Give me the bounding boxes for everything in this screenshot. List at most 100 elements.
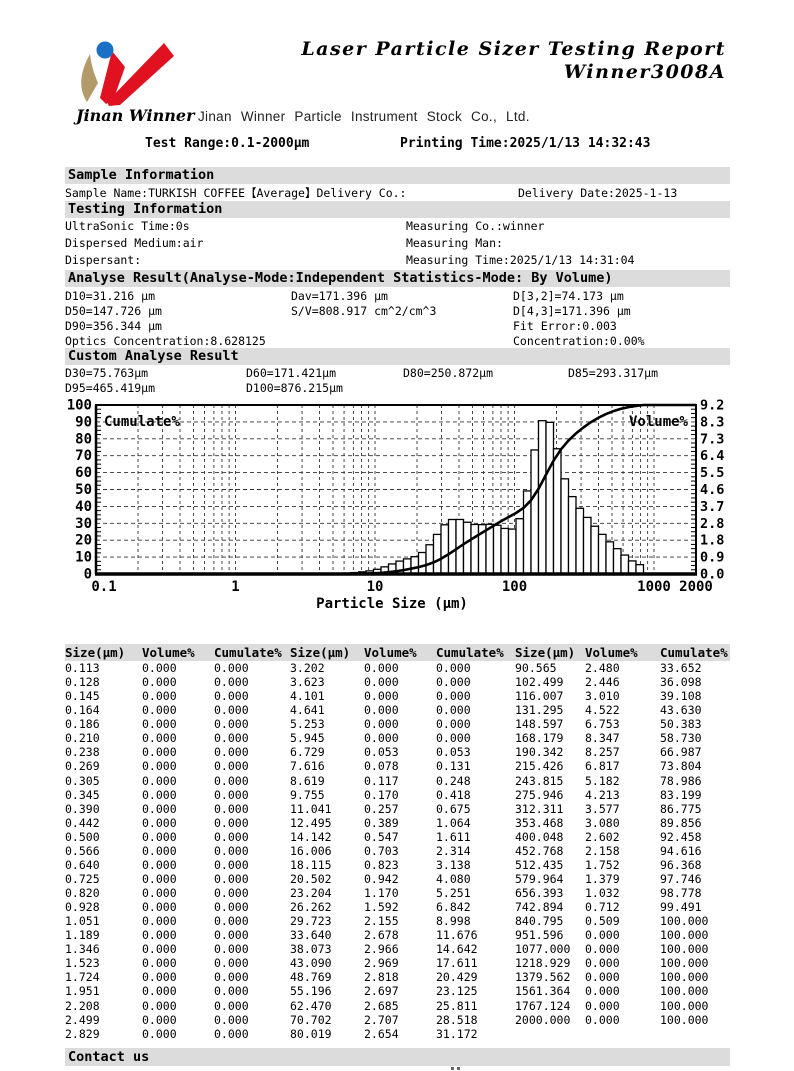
section-testing-information: Testing Information [65,201,730,218]
table-cell: 0.000 [364,717,399,732]
table-cell: 0.000 [214,970,249,985]
table-cell: 0.257 [364,801,399,816]
table-cell: 0.000 [142,829,177,844]
table-cell: 0.000 [142,787,177,802]
table-cell: 1.051 [65,914,100,929]
d90-value: D90=356.344 μm [65,319,162,333]
table-cell: 0.000 [214,717,249,732]
test-range: Test Range:0.1-2000μm [145,136,310,151]
svg-text:20: 20 [75,533,92,549]
table-cell: 2.314 [436,843,471,858]
table-cell: 0.000 [214,871,249,886]
table-cell: 86.775 [660,801,702,816]
table-cell: 0.712 [585,900,620,915]
table-cell: 0.128 [65,675,100,690]
table-cell: 0.000 [214,829,249,844]
table-row: 1.189 0.000 0.000 33.640 2.678 11.676 951.596 0… [65,928,730,942]
table-cell: 1.951 [65,984,100,999]
table-row: 0.145 0.000 0.000 4.101 0.000 0.000 116.007 3.0… [65,689,730,703]
table-cell: 0.269 [65,759,100,774]
table-cell: 20.502 [290,871,332,886]
svg-text:60: 60 [75,465,92,481]
table-cell: 89.856 [660,815,702,830]
table-cell: 0.000 [142,998,177,1013]
table-cell: 5.253 [290,717,325,732]
table-cell: 5.251 [436,886,471,900]
particle-size-chart: 10090807060504030201009.28.37.36.45.54.6… [67,398,725,612]
table-cell: 131.295 [515,703,564,718]
table-cell: 0.000 [585,956,620,971]
svg-text:5.5: 5.5 [700,465,724,481]
table-cell: 31.172 [436,1026,478,1041]
svg-text:50: 50 [75,482,92,498]
table-cell: 1379.562 [515,970,571,985]
table-row: 0.269 0.000 0.000 7.616 0.078 0.131 215.426 6.8… [65,759,730,773]
table-row: 0.113 0.000 0.000 3.202 0.000 0.000 90.565 2.48… [65,661,730,675]
table-cell: 0.820 [65,886,100,900]
table-cell: 16.006 [290,843,332,858]
table-cell: 23.125 [436,984,478,999]
table-cell: 0.000 [364,703,399,718]
table-cell: 102.499 [515,675,564,690]
table-cell: 0.000 [436,703,471,718]
table-cell: 0.000 [142,689,177,704]
table-cell: 0.000 [214,745,249,760]
optics-concentration: Optics Concentration:8.628125 [65,334,266,348]
table-cell [585,1027,660,1041]
table-cell: 100.000 [660,998,709,1013]
table-cell: 4.080 [436,871,471,886]
table-cell: 0.053 [364,745,399,760]
company-name: Jinan Winner Particle Instrument Stock C… [198,109,530,124]
table-cell: 6.729 [290,745,325,760]
table-cell: 100.000 [660,1012,709,1027]
table-cell: 0.000 [436,717,471,732]
table-cell: 0.000 [585,942,620,957]
table-cell: 0.000 [214,857,249,872]
table-cell: 0.000 [142,773,177,788]
table-cell: 0.000 [214,773,249,788]
table-cell: 0.000 [214,759,249,774]
table-cell: 100.000 [660,956,709,971]
svg-text:2000: 2000 [679,579,713,595]
svg-text:0: 0 [84,567,92,583]
table-cell: 0.675 [436,801,471,816]
table-cell: 2.969 [364,956,399,971]
table-row: 0.210 0.000 0.000 5.945 0.000 0.000 168.179 8.3… [65,731,730,745]
table-cell: 0.000 [142,857,177,872]
table-cell: 0.164 [65,703,100,718]
table-row: 0.820 0.000 0.000 23.204 1.170 5.251 656.393 1.… [65,886,730,900]
section-analyse-result: Analyse Result(Analyse-Mode:Independent … [65,270,730,287]
table-cell: 0.703 [364,843,399,858]
table-cell: 0.000 [214,1012,249,1027]
table-cell: 8.998 [436,914,471,929]
table-cell: 0.000 [142,745,177,760]
table-cell: 100.000 [660,914,709,929]
svg-text:70: 70 [75,448,92,464]
table-cell: 100.000 [660,942,709,957]
table-header-row: Size(μm) Volume% Cumulate% Size(μm) Volume% C… [65,644,730,661]
table-cell: 840.795 [515,914,564,929]
svg-text:80: 80 [75,431,92,447]
table-cell: 0.000 [214,928,249,943]
table-cell: 58.730 [660,731,702,746]
table-cell: 0.000 [142,928,177,943]
table-cell: 1.064 [436,815,471,830]
svg-text:1.8: 1.8 [700,533,724,549]
table-cell: 83.199 [660,787,702,802]
table-cell: 97.746 [660,871,702,886]
table-cell: 0.000 [142,970,177,985]
logo-text: Jinan Winner [76,106,195,125]
table-cell: 2.654 [364,1026,399,1041]
table-row: 0.500 0.000 0.000 14.142 0.547 1.611 400.048 2.… [65,830,730,844]
d100-value: D100=876.215μm [246,381,343,395]
table-cell: 6.842 [436,900,471,915]
table-cell: 353.468 [515,815,564,830]
table-cell: 0.170 [364,787,399,802]
section-contact-us: Contact us [65,1048,730,1066]
table-row: 2.499 0.000 0.000 70.702 2.707 28.518 2000.000… [65,1013,730,1027]
d30-value: D30=75.763μm [65,366,149,380]
table-cell: 0.390 [65,801,100,816]
table-cell: 98.778 [660,886,702,900]
svg-text:Volume%: Volume% [629,414,689,430]
svg-text:4.6: 4.6 [700,482,724,498]
